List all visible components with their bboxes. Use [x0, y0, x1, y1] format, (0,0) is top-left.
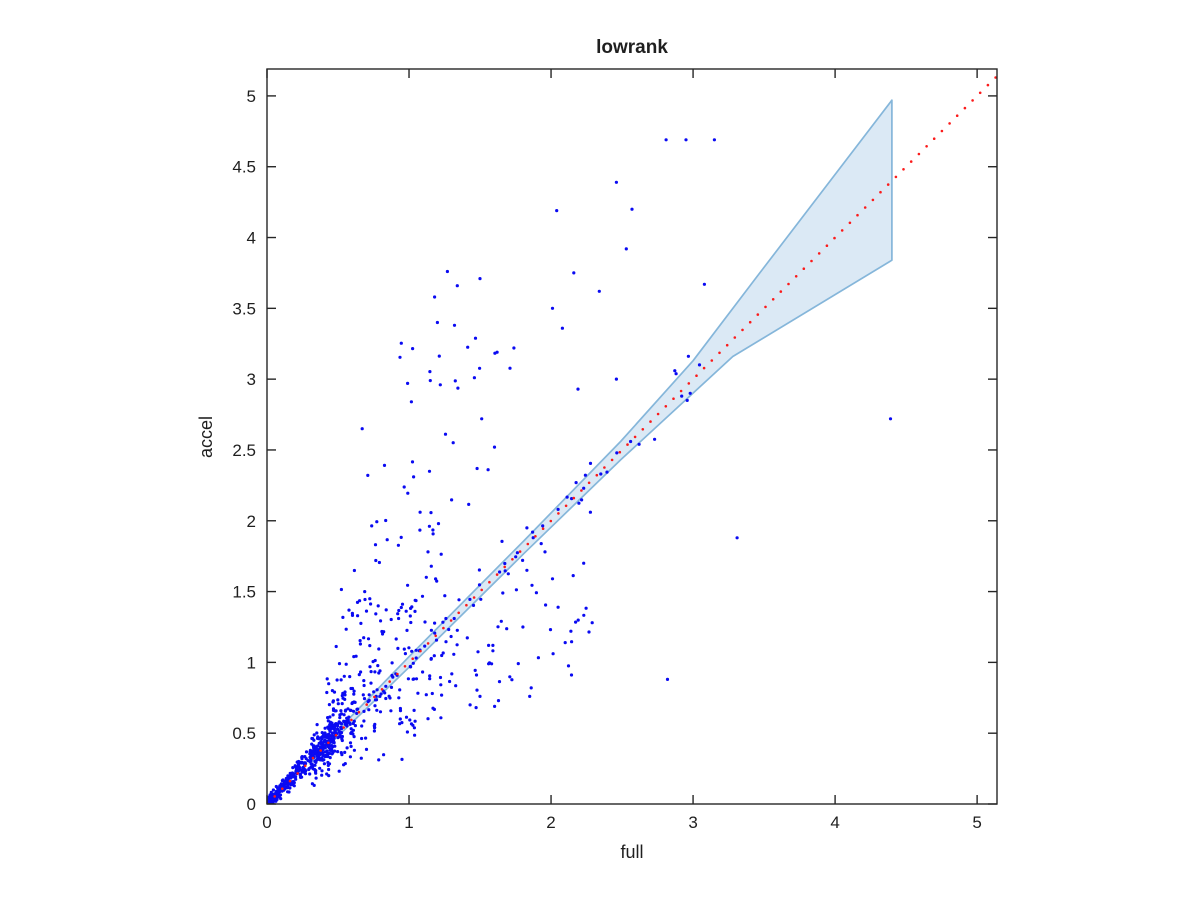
x-axis-label: full [620, 842, 643, 862]
y-tick-label: 1 [247, 653, 256, 672]
y-tick-label: 4.5 [232, 158, 256, 177]
y-axis-label: accel [196, 416, 216, 458]
chart-title: lowrank [596, 37, 668, 58]
x-tick-labels: 0 1 2 3 4 5 [262, 813, 982, 832]
y-tick-label: 3 [247, 370, 256, 389]
y-tick-label: 3.5 [232, 299, 256, 318]
y-tick-label: 2.5 [232, 441, 256, 460]
y-tick-label: 2 [247, 512, 256, 531]
y-tick-label: 1.5 [232, 583, 256, 602]
y-tick-labels: 0 0.5 1 1.5 2 2.5 3 3.5 4 4.5 5 [232, 87, 256, 814]
x-tick-label: 0 [262, 813, 271, 832]
y-tick-label: 0.5 [232, 724, 256, 743]
y-tick-label: 0 [247, 795, 256, 814]
confidence-band [308, 99, 893, 765]
identity-line [267, 76, 997, 804]
x-tick-label: 1 [404, 813, 413, 832]
y-tick-label: 4 [247, 229, 256, 248]
scatter-points [267, 138, 893, 804]
x-tick-label: 3 [688, 813, 697, 832]
y-tick-label: 5 [247, 87, 256, 106]
x-tick-label: 5 [972, 813, 981, 832]
axes-box [266, 68, 998, 805]
x-tick-label: 4 [830, 813, 839, 832]
x-tick-label: 2 [546, 813, 555, 832]
